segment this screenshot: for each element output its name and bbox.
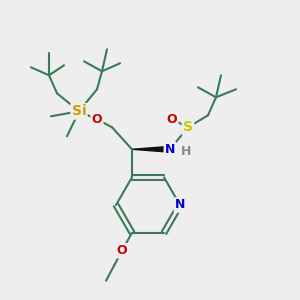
Text: S: S [183,120,193,134]
Text: O: O [167,113,177,126]
Text: O: O [92,113,102,126]
Text: N: N [175,199,185,212]
Text: H: H [181,145,191,158]
Polygon shape [132,146,171,152]
Text: N: N [165,143,175,156]
Text: Si: Si [72,104,86,118]
Text: O: O [117,244,127,257]
